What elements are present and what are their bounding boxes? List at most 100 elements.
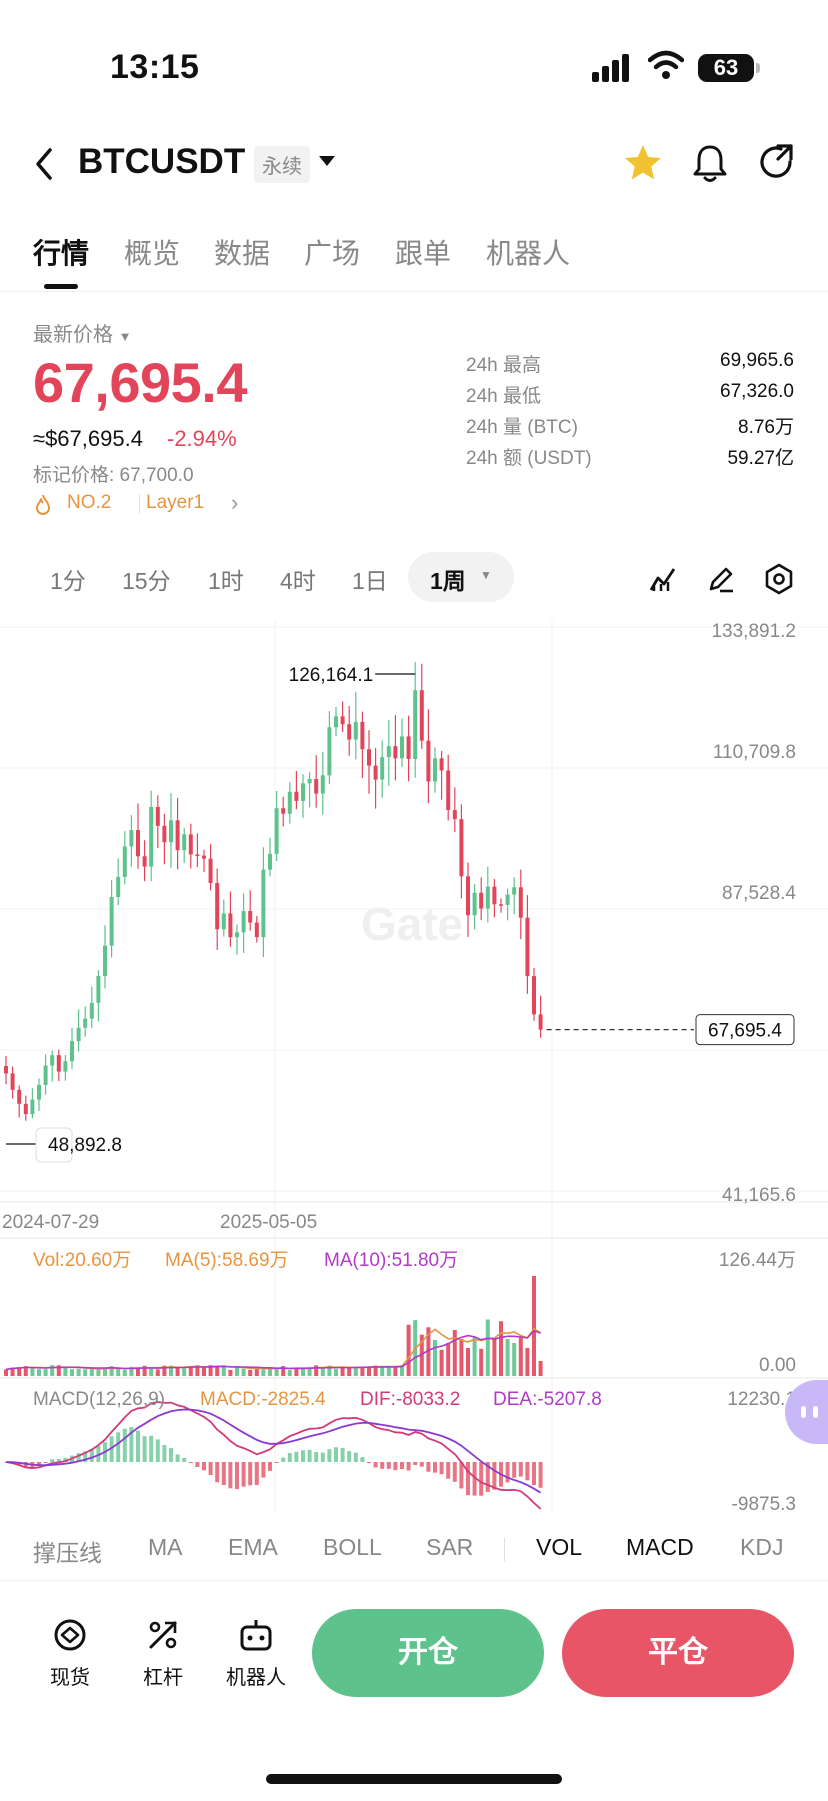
back-icon[interactable] (30, 144, 60, 184)
candle-body (261, 869, 266, 938)
spot-icon[interactable] (50, 1615, 90, 1655)
candles-layer (4, 662, 543, 1121)
volume-bar (419, 1334, 424, 1376)
volume-bar (314, 1365, 319, 1376)
candle-body (538, 1014, 543, 1030)
wifi-icon (648, 50, 684, 79)
timeframe-1d[interactable]: 1日 (352, 568, 388, 594)
macd-histogram-bar (208, 1462, 213, 1475)
close-position-button[interactable]: 平仓 (562, 1609, 794, 1697)
macd-histogram-bar (50, 1459, 55, 1462)
volume-bar (373, 1365, 378, 1376)
bell-icon[interactable] (690, 142, 730, 184)
spot-label[interactable]: 现货 (50, 1667, 90, 1689)
symbol-title[interactable]: BTCUSDT (78, 142, 246, 181)
robot-label[interactable]: 机器人 (226, 1667, 286, 1689)
macd-histogram-bar (459, 1462, 464, 1489)
indicator-sar[interactable]: SAR (426, 1534, 474, 1560)
candle-body (221, 913, 226, 930)
timeframe-4h[interactable]: 4时 (280, 568, 316, 594)
share-icon[interactable] (756, 142, 796, 184)
candle-body (499, 904, 503, 906)
floating-assistant-button[interactable] (785, 1380, 828, 1444)
settings-icon[interactable] (764, 563, 794, 595)
open-position-button[interactable]: 开仓 (312, 1609, 544, 1697)
candle-body (406, 736, 411, 759)
tab-market[interactable]: 行情 (33, 238, 90, 269)
macd-histogram-bar (96, 1446, 101, 1462)
caret-down-icon: ▼ (480, 568, 492, 582)
indicator-macd[interactable]: MACD (626, 1534, 694, 1560)
macd-histogram-bar (393, 1462, 398, 1471)
timeframe-1m[interactable]: 1分 (50, 568, 86, 594)
tab-data[interactable]: 数据 (214, 238, 271, 269)
high-marker-label: 126,164.1 (289, 665, 374, 686)
candle-body (208, 858, 213, 884)
stat-value-vol: 8.76万 (738, 417, 794, 438)
candle-body (268, 853, 272, 870)
candle-body (360, 721, 365, 750)
macd-histogram-bar (373, 1462, 378, 1468)
volume-bar (261, 1369, 266, 1376)
macd-histogram-bar (241, 1462, 246, 1487)
robot-icon[interactable] (236, 1615, 276, 1655)
volume-bar (30, 1367, 35, 1376)
draw-pen-icon[interactable] (706, 564, 736, 594)
tab-bots[interactable]: 机器人 (486, 238, 571, 269)
tab-copy-trading[interactable]: 跟单 (395, 238, 452, 269)
candle-body (314, 779, 319, 794)
macd-histogram-bar (347, 1451, 352, 1462)
macd-histogram-bar (512, 1462, 517, 1478)
timeframe-15m[interactable]: 15分 (122, 568, 171, 594)
caret-down-icon[interactable] (318, 154, 336, 168)
indicator-ema[interactable]: EMA (228, 1534, 278, 1560)
volume-bar (70, 1369, 74, 1376)
indicator-icon[interactable] (648, 564, 678, 594)
macd-histogram-bar (294, 1451, 299, 1462)
star-icon[interactable] (622, 142, 664, 184)
assistant-eye-icon (801, 1406, 806, 1418)
macd-histogram-bar (162, 1445, 167, 1462)
macd-histogram-bar (334, 1447, 338, 1462)
macd-histogram-bar (188, 1462, 193, 1463)
volume-bar (43, 1369, 48, 1376)
tab-overview[interactable]: 概览 (124, 238, 181, 269)
candle-body (228, 913, 233, 938)
latest-price-label[interactable]: 最新价格 ▼ (33, 318, 131, 347)
candle-body (235, 932, 239, 938)
leverage-icon[interactable] (143, 1615, 183, 1655)
volume-bar (129, 1366, 134, 1376)
macd-histogram-bar (466, 1462, 470, 1496)
candle-body (373, 765, 378, 780)
volume-bar (400, 1365, 404, 1376)
y-axis-label: 87,528.4 (722, 883, 796, 904)
indicator-kdj[interactable]: KDJ (740, 1534, 784, 1560)
macd-histogram-bar (485, 1462, 490, 1492)
candle-body (334, 716, 338, 728)
timeframe-1h[interactable]: 1时 (208, 568, 244, 594)
candle-body (103, 945, 107, 977)
indicator-support-resistance[interactable]: 撑压线 (33, 1540, 102, 1566)
last-price-tag-label: 67,695.4 (708, 1021, 782, 1042)
candle-body (466, 876, 470, 916)
tab-square[interactable]: 广场 (304, 238, 361, 269)
candle-body (37, 1084, 41, 1100)
indicator-ma[interactable]: MA (148, 1534, 183, 1560)
indicator-boll[interactable]: BOLL (323, 1534, 382, 1560)
leverage-label[interactable]: 杠杆 (143, 1667, 183, 1689)
stat-value-low: 67,326.0 (720, 381, 794, 402)
candle-body (347, 724, 352, 740)
macd-histogram-bar (175, 1454, 180, 1462)
y-axis-label: 133,891.2 (711, 621, 796, 642)
volume-bar (96, 1368, 101, 1376)
candle-body (472, 892, 477, 916)
timeframe-selected[interactable] (408, 552, 514, 602)
macd-histogram-bar (327, 1449, 332, 1462)
candle-body (479, 892, 484, 909)
chart-grid (0, 620, 828, 1512)
category-tag: Layer1 (146, 492, 205, 513)
indicator-vol[interactable]: VOL (536, 1534, 583, 1560)
kline-chart[interactable]: Gate 133,891.2 110,709.8 87,528.4 41,165.6 2… (0, 612, 828, 1512)
macd-histogram-bar (182, 1457, 187, 1462)
volume-bar (4, 1369, 8, 1376)
